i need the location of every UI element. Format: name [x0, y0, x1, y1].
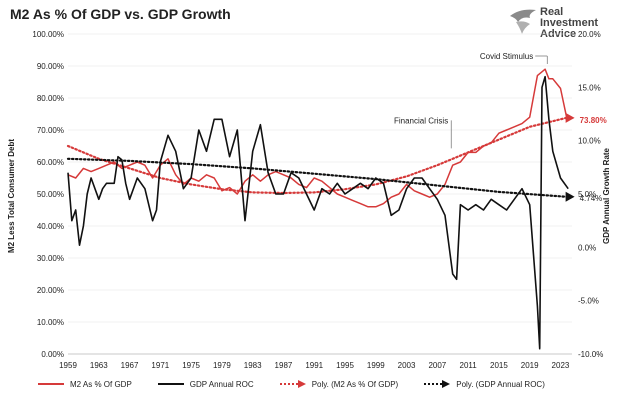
y-left-tick-label: 40.00%	[37, 222, 64, 231]
x-tick-label: 2011	[460, 361, 478, 370]
legend-label-gdp-poly: Poly. (GDP Annual ROC)	[456, 379, 545, 389]
annotation-covid-stimulus: Covid Stimulus	[480, 52, 533, 61]
y-left-tick-label: 90.00%	[37, 62, 64, 71]
legend-label-m2: M2 As % Of GDP	[70, 379, 132, 389]
x-tick-label: 1999	[367, 361, 385, 370]
series-line-3	[66, 157, 568, 198]
eagle-logo-icon	[510, 9, 536, 34]
trend-arrow-2	[565, 112, 575, 123]
legend-swatch-m2	[38, 379, 64, 389]
x-tick-label: 1963	[90, 361, 108, 370]
annotation-financial-crisis: Financial Crisis	[394, 116, 448, 125]
series-line-0	[67, 68, 568, 208]
y-right-tick-label: 0.0%	[578, 243, 596, 252]
legend-item-gdp: GDP Annual ROC	[157, 379, 254, 389]
y-axis-right-title: GDP Annual Growth Rate	[602, 147, 611, 244]
x-tick-label: 1979	[213, 361, 231, 370]
x-tick-label: 1991	[305, 361, 323, 370]
legend-label-m2-poly: Poly. (M2 As % Of GDP)	[311, 379, 399, 389]
y-axis-left-title: M2 Less Total Consumer Debt	[7, 139, 16, 253]
x-tick-label: 1987	[275, 361, 293, 370]
x-tick-label: 1971	[151, 361, 169, 370]
x-tick-label: 1995	[336, 361, 354, 370]
x-tick-label: 1983	[244, 361, 262, 370]
y-left-tick-label: 20.00%	[37, 286, 64, 295]
y-right-tick-label: 5.0%	[578, 190, 596, 199]
trend-arrow-3	[565, 191, 575, 202]
legend-swatch-gdp	[157, 379, 184, 389]
chart-legend: M2 As % Of GDP GDP Annual ROC Poly. (M2 …	[38, 377, 608, 391]
y-left-tick-label: 30.00%	[37, 254, 64, 263]
y-left-tick-label: 0.00%	[41, 350, 64, 359]
x-tick-label: 2023	[552, 361, 570, 370]
y-left-tick-label: 100.00%	[32, 30, 64, 39]
legend-item-m2-poly: Poly. (M2 As % Of GDP)	[279, 379, 399, 389]
y-left-tick-label: 70.00%	[37, 126, 64, 135]
legend-item-gdp-poly: Poly. (GDP Annual ROC)	[424, 379, 545, 389]
legend-item-m2: M2 As % Of GDP	[38, 379, 132, 389]
legend-swatch-gdp-poly	[424, 379, 451, 389]
y-right-tick-label: 10.0%	[578, 137, 601, 146]
legend-label-gdp: GDP Annual ROC	[189, 379, 254, 389]
series-line-2	[66, 116, 568, 195]
x-tick-label: 1959	[59, 361, 77, 370]
x-tick-label: 1975	[182, 361, 200, 370]
x-tick-label: 1967	[121, 361, 139, 370]
legend-swatch-m2-poly	[279, 379, 306, 389]
y-right-tick-label: 15.0%	[578, 83, 601, 92]
annotation-m2-trend-end: 73.80%	[580, 116, 607, 125]
y-right-tick-label: -5.0%	[578, 297, 599, 306]
y-left-tick-label: 10.00%	[37, 318, 64, 327]
y-left-tick-label: 80.00%	[37, 94, 64, 103]
x-tick-label: 2007	[428, 361, 446, 370]
y-left-tick-label: 50.00%	[37, 190, 64, 199]
y-right-tick-label: 20.0%	[578, 30, 601, 39]
y-right-tick-label: -10.0%	[578, 350, 603, 359]
x-tick-label: 2019	[521, 361, 539, 370]
series-line-1	[67, 75, 569, 350]
chart-title: M2 As % Of GDP vs. GDP Growth	[10, 6, 231, 22]
x-tick-label: 2015	[490, 361, 508, 370]
y-left-tick-label: 60.00%	[37, 158, 64, 167]
annotation-gdp-trend-end: 4.74%	[580, 194, 603, 203]
x-tick-label: 2003	[398, 361, 416, 370]
